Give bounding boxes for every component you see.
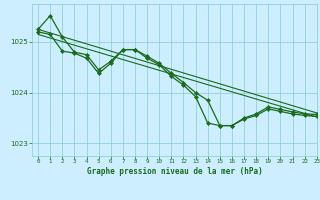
X-axis label: Graphe pression niveau de la mer (hPa): Graphe pression niveau de la mer (hPa) — [86, 167, 262, 176]
